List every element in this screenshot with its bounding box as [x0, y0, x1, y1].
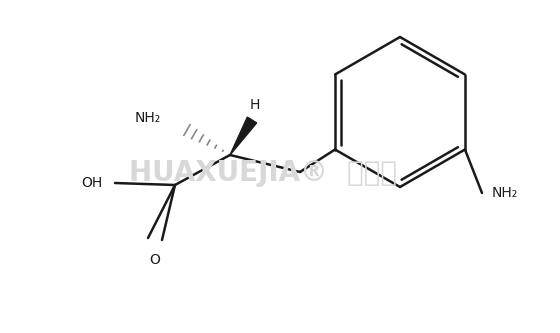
- Text: NH₂: NH₂: [492, 186, 518, 200]
- Text: OH: OH: [82, 176, 103, 190]
- Text: H: H: [250, 98, 260, 112]
- Text: O: O: [150, 253, 160, 267]
- Polygon shape: [230, 117, 256, 155]
- Text: NH₂: NH₂: [135, 111, 161, 125]
- Text: HUAXUEJIA®  化学加: HUAXUEJIA® 化学加: [129, 159, 397, 187]
